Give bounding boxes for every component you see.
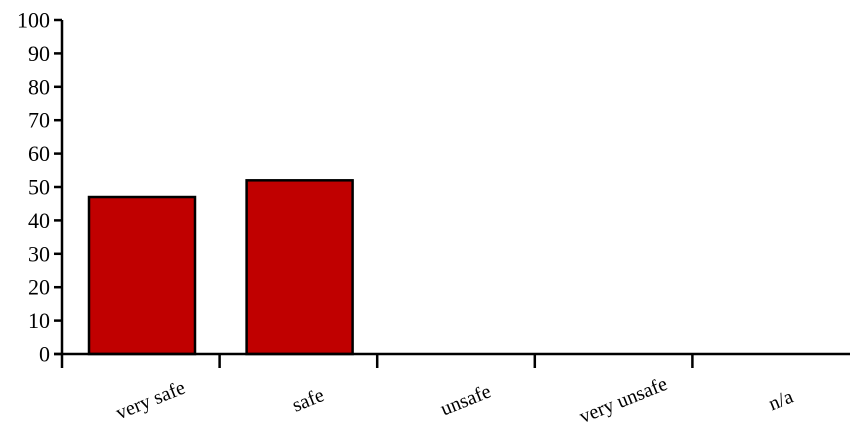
- bars: [87, 179, 354, 356]
- y-tick-label: 100: [17, 8, 50, 33]
- bar-very-safe: [87, 195, 197, 356]
- y-tick-label: 60: [28, 141, 50, 166]
- y-tick-label: 50: [28, 175, 50, 200]
- y-tick-label: 0: [39, 342, 50, 367]
- y-tick-label: 30: [28, 241, 50, 266]
- x-category-label: safe: [289, 384, 327, 417]
- y-axis: 0 10 20 30 40 50 60 70 80 90 100: [17, 8, 64, 367]
- bar-safe: [245, 179, 354, 356]
- y-tick-label: 90: [28, 41, 50, 66]
- x-axis: very safe safe unsafe very unsafe n/a: [54, 352, 850, 428]
- x-category-label: very unsafe: [576, 373, 670, 428]
- y-tick-label: 70: [28, 108, 50, 133]
- y-tick-label: 80: [28, 74, 50, 99]
- x-category-label: n/a: [766, 386, 797, 416]
- y-tick-label: 20: [28, 275, 50, 300]
- y-tick-label: 10: [28, 308, 50, 333]
- x-category-label: very safe: [113, 377, 189, 425]
- x-category-label: unsafe: [437, 380, 494, 420]
- y-tick-label: 40: [28, 208, 50, 233]
